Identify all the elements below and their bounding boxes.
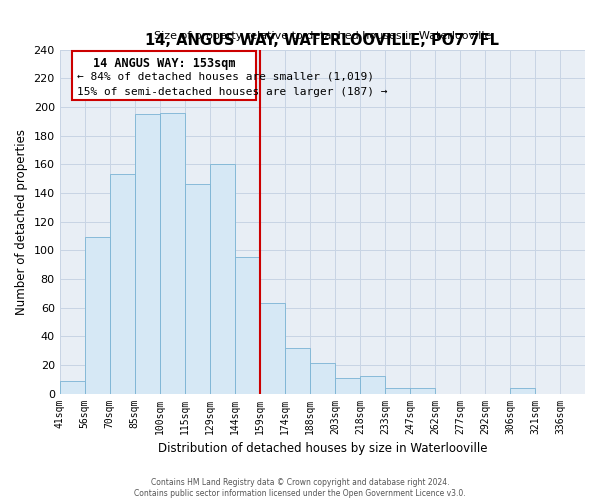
Bar [385, 388, 410, 394]
Bar [310, 364, 335, 394]
Bar [110, 174, 135, 394]
Bar [510, 388, 535, 394]
Text: ← 84% of detached houses are smaller (1,019): ← 84% of detached houses are smaller (1,… [77, 71, 374, 81]
Bar [160, 112, 185, 394]
Text: 14 ANGUS WAY: 153sqm: 14 ANGUS WAY: 153sqm [93, 57, 235, 70]
Bar [185, 184, 210, 394]
Bar [285, 348, 310, 394]
Y-axis label: Number of detached properties: Number of detached properties [15, 128, 28, 314]
Bar [85, 238, 110, 394]
Bar [235, 258, 260, 394]
Title: 14, ANGUS WAY, WATERLOOVILLE, PO7 7FL: 14, ANGUS WAY, WATERLOOVILLE, PO7 7FL [145, 34, 499, 48]
Text: Contains HM Land Registry data © Crown copyright and database right 2024.
Contai: Contains HM Land Registry data © Crown c… [134, 478, 466, 498]
Bar [260, 304, 285, 394]
Bar [135, 114, 160, 394]
Text: 15% of semi-detached houses are larger (187) →: 15% of semi-detached houses are larger (… [77, 87, 388, 97]
Bar [360, 376, 385, 394]
X-axis label: Distribution of detached houses by size in Waterlooville: Distribution of detached houses by size … [158, 442, 487, 455]
Bar [335, 378, 360, 394]
Bar [210, 164, 235, 394]
Text: Size of property relative to detached houses in Waterlooville: Size of property relative to detached ho… [154, 31, 491, 41]
Bar [410, 388, 435, 394]
Bar [59, 380, 85, 394]
FancyBboxPatch shape [72, 51, 256, 100]
